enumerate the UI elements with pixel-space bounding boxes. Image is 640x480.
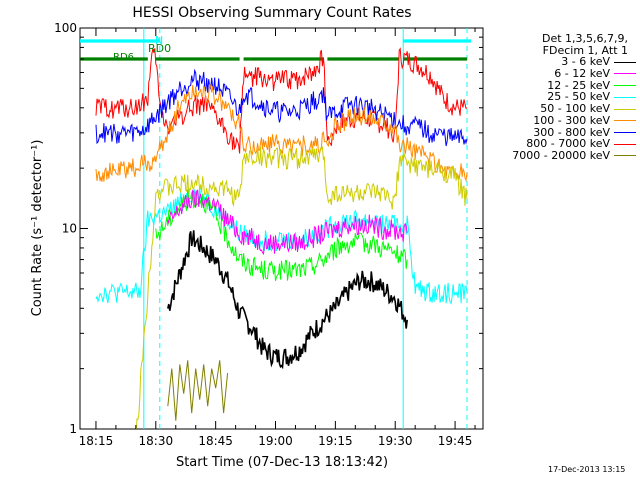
legend-label: 6 - 12 keV [554,67,610,81]
legend-swatch [614,85,636,87]
legend-header-line: Det 1,3,5,6,7,9, [541,32,628,45]
series-line-800-7000-kev [95,47,468,154]
series-line-12-25-kev [155,189,408,282]
chart-title: HESSI Observing Summary Count Rates [132,5,411,21]
series-line-3-6-kev [167,230,408,370]
y-tick-label: 10 [62,222,77,236]
series-line-300-800-kev [95,68,468,147]
series-line-6-12-kev [167,189,408,256]
legend-entry: 100 - 300 keV [470,115,636,127]
legend-entry: 50 - 100 keV [470,103,636,115]
x-tick-label: 18:45 [198,434,233,448]
legend-label: 12 - 25 keV [547,78,610,92]
legend-label: 800 - 7000 keV [526,137,610,151]
x-tick-label: 19:15 [318,434,353,448]
legend-label: 3 - 6 keV [561,55,610,69]
x-tick-label: 18:30 [139,434,174,448]
series-line-100-300-kev [95,83,468,183]
legend-swatch [614,155,636,157]
legend-entry: 12 - 25 keV [470,80,636,92]
x-tick-label: 19:30 [378,434,413,448]
x-axis-label: Start Time (07-Dec-13 18:13:42) [176,455,388,470]
legend-entry: 3 - 6 keV [470,56,636,68]
series-line-50-100-kev [136,146,468,429]
legend-entry: 6 - 12 keV [470,68,636,80]
date-stamp: 17-Dec-2013 13:15 [548,465,626,474]
legend-label: 300 - 800 keV [533,125,610,139]
legend-entry: 300 - 800 keV [470,125,636,139]
annotation-rd6: RD6 [113,52,134,63]
legend-entry: 25 - 50 keV [470,91,636,103]
legend-label: 100 - 300 keV [533,113,610,127]
y-tick-label: 1 [69,422,77,436]
legend-swatch [614,73,636,75]
legend-label: 25 - 50 keV [547,90,610,104]
legend-entry: 800 - 7000 keV [470,138,636,150]
legend-swatch [614,96,636,98]
legend-swatch [614,108,636,110]
annotation-n: N [155,34,163,47]
legend-swatch [614,120,636,122]
legend-header-line: FDecim 1, Att 1 [542,43,628,57]
legend-entry: 7000 - 20000 keV [470,150,636,162]
y-axis-label: Count Rate (s⁻¹ detector⁻¹) [30,140,45,317]
y-tick-label: 100 [54,21,77,35]
legend-label: 7000 - 20000 keV [512,148,610,162]
legend-swatch [614,143,636,145]
x-tick-label: 19:00 [258,434,293,448]
x-tick-label: 18:15 [79,434,114,448]
legend-swatch [614,131,636,133]
annotation-rd0: RD0 [148,42,171,55]
legend-label: 50 - 100 keV [540,102,610,116]
x-tick-label: 19:45 [438,434,473,448]
series-line-7000-20000-kev [167,360,229,421]
legend-swatch [614,61,636,63]
